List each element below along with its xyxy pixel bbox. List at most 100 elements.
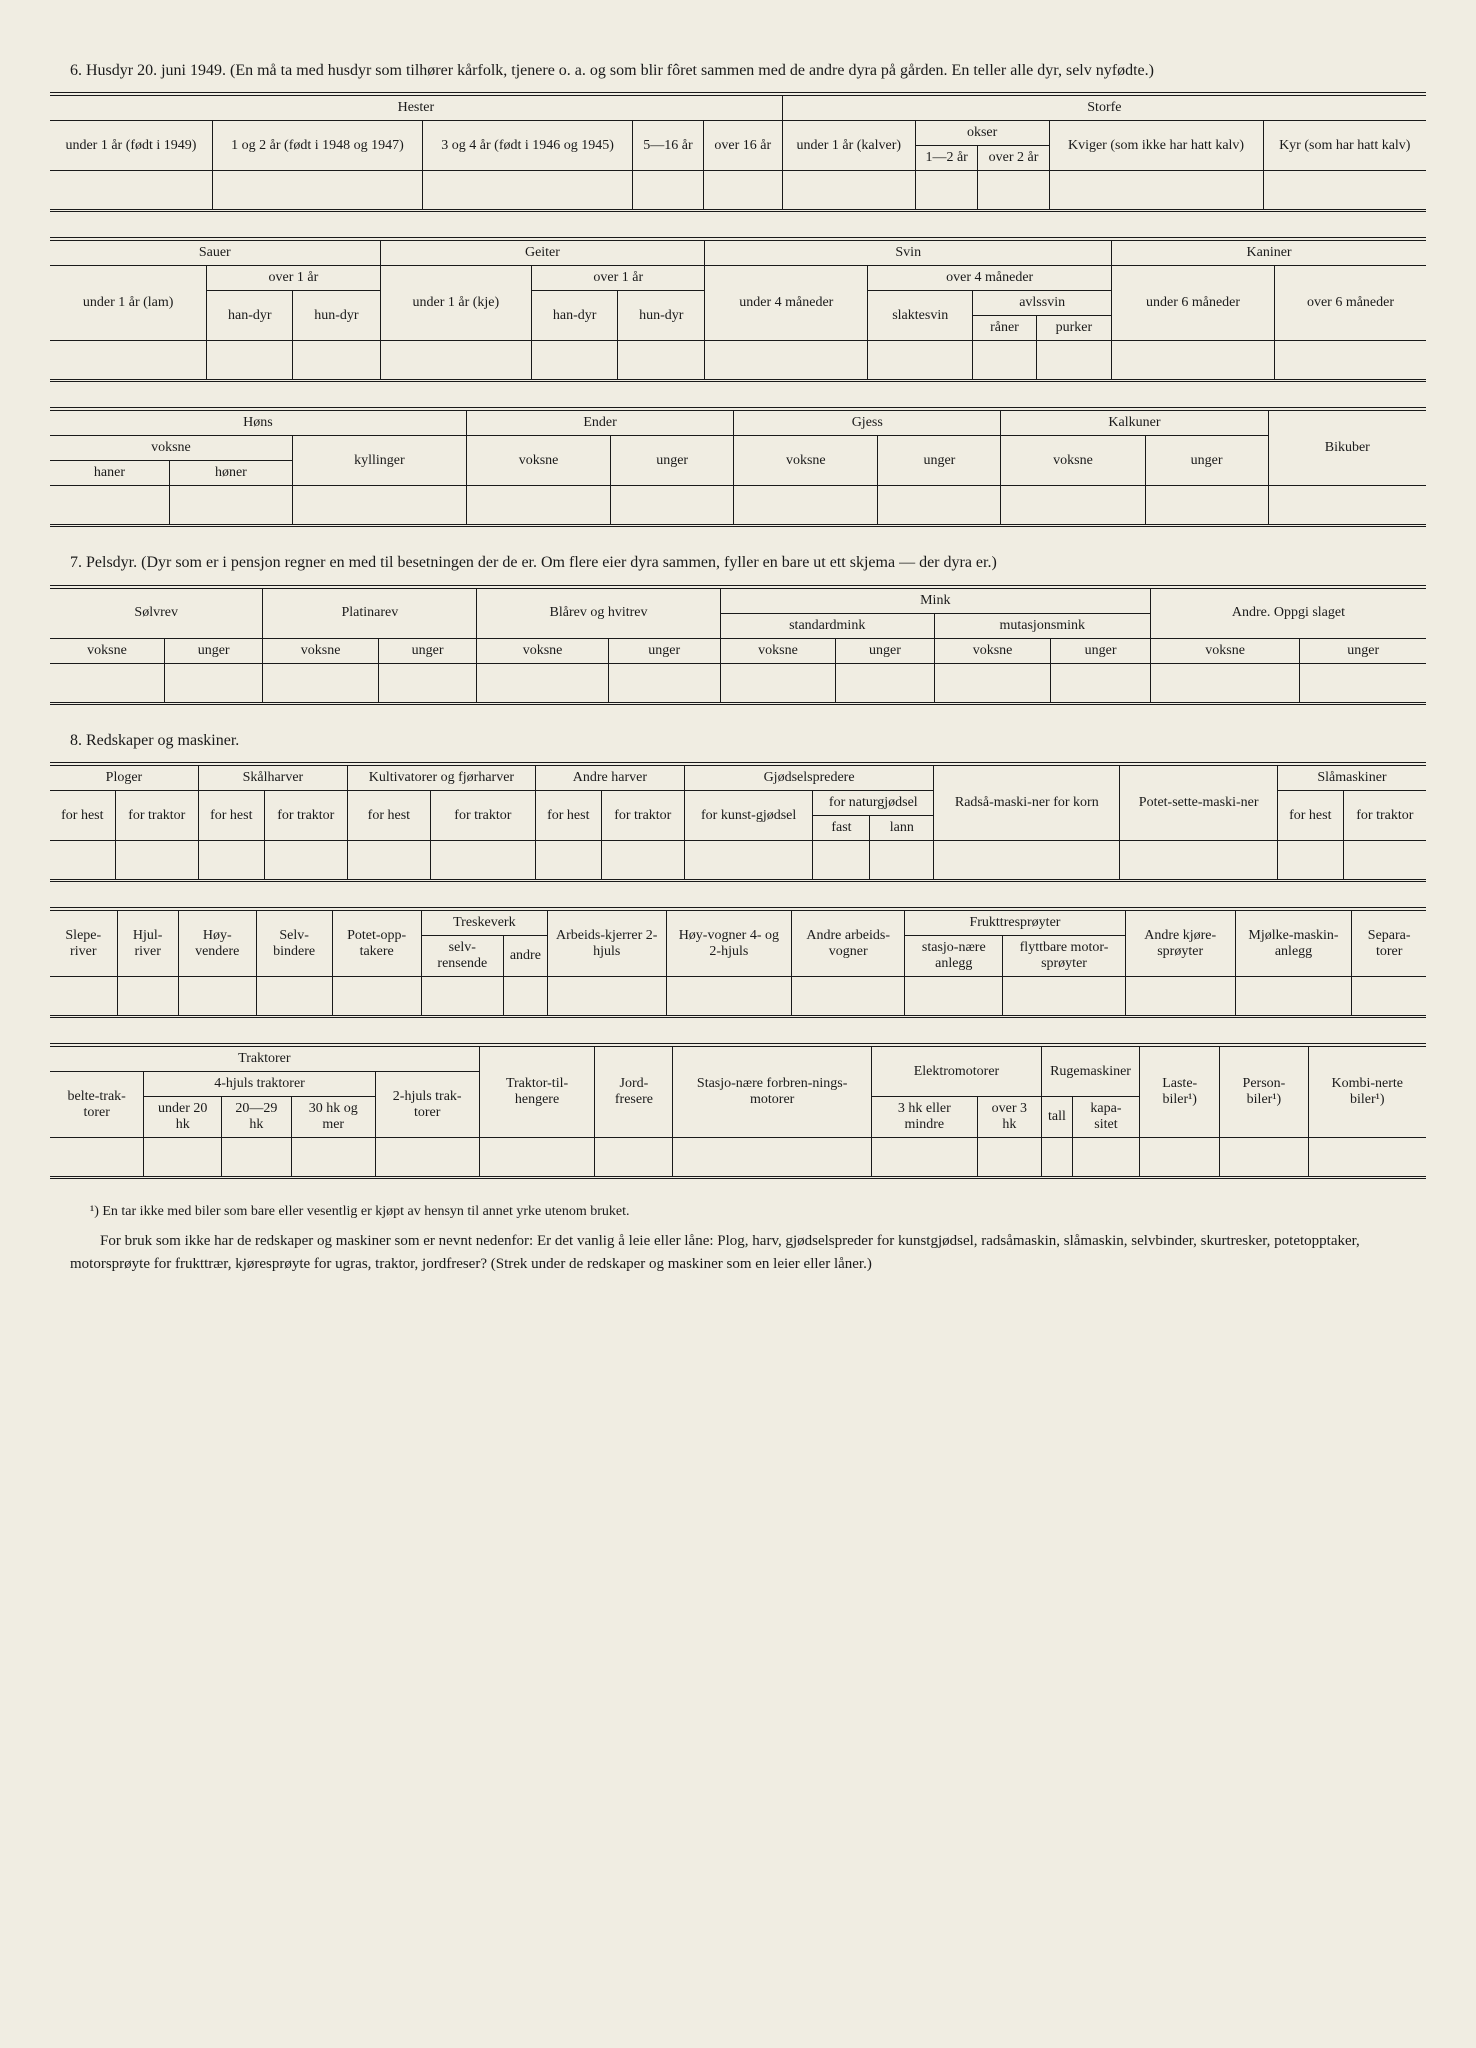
- cell: [1051, 663, 1150, 703]
- mjolke: Mjølke-maskin-anlegg: [1235, 909, 1352, 977]
- blarev-label: Blårev og hvitrev: [477, 587, 720, 639]
- voksne: voksne: [1150, 638, 1300, 663]
- cell: [782, 171, 915, 211]
- footnote: ¹) En tar ikke med biler som bare eller …: [90, 1204, 1426, 1220]
- table-pelsdyr: Sølvrev Platinarev Blårev og hvitrev Min…: [50, 585, 1426, 705]
- geiter-col1: hun-dyr: [618, 291, 705, 341]
- cell: [1145, 486, 1268, 526]
- ender-label: Ender: [466, 409, 733, 436]
- kaniner-col1: over 6 måneder: [1274, 266, 1426, 341]
- tall: tall: [1042, 1097, 1073, 1138]
- fruktsproyter: Frukttresprøyter: [905, 909, 1125, 936]
- cell: [1277, 841, 1343, 881]
- cell: [1003, 977, 1125, 1017]
- svin-col0: råner: [973, 316, 1037, 341]
- cell: [292, 486, 466, 526]
- andrearbeids: Andre arbeids-vogner: [792, 909, 905, 977]
- cell: [868, 341, 973, 381]
- cell: [50, 841, 115, 881]
- cell: [1049, 171, 1263, 211]
- stasjonare: Stasjo-nære forbren-nings-motorer: [673, 1045, 871, 1138]
- cell: [1150, 663, 1300, 703]
- unger: unger: [1300, 638, 1426, 663]
- storfe-label: Storfe: [782, 94, 1426, 121]
- bikuber-label: Bikuber: [1268, 409, 1426, 486]
- cell: [1343, 841, 1426, 881]
- forhest: for hest: [535, 791, 601, 841]
- sauer-col0: han-dyr: [207, 291, 293, 341]
- voksne: voksne: [477, 638, 608, 663]
- cell: [169, 486, 292, 526]
- cell: [1263, 171, 1426, 211]
- unger: unger: [378, 638, 476, 663]
- cell: [115, 841, 198, 881]
- unger: unger: [164, 638, 262, 663]
- cell: [421, 977, 503, 1017]
- cell: [50, 341, 207, 381]
- solvrev-label: Sølvrev: [50, 587, 263, 639]
- cell: [684, 841, 813, 881]
- elektro: Elektromotorer: [871, 1045, 1041, 1097]
- ploger: Ploger: [50, 764, 198, 791]
- cell: [50, 171, 212, 211]
- voksne: voksne: [263, 638, 379, 663]
- voksne: voksne: [720, 638, 836, 663]
- cell: [1042, 1138, 1073, 1178]
- platinarev-label: Platinarev: [263, 587, 477, 639]
- cell: [915, 171, 978, 211]
- kultivatorer: Kultivatorer og fjørharver: [347, 764, 535, 791]
- standardmink-label: standardmink: [720, 613, 934, 638]
- storfe-kyr: Kyr (som har hatt kalv): [1263, 121, 1426, 171]
- cell: [532, 341, 618, 381]
- cell: [973, 341, 1037, 381]
- hester-col0: under 1 år (født i 1949): [50, 121, 212, 171]
- cell: [813, 841, 870, 881]
- cell: [905, 977, 1003, 1017]
- geiter-label: Geiter: [380, 239, 705, 266]
- footer-text: For bruk som ikke har de redskaper og ma…: [70, 1230, 1406, 1275]
- cell: [601, 841, 684, 881]
- separa: Separa-torer: [1352, 909, 1426, 977]
- kombinerte: Kombi-nerte biler¹): [1308, 1045, 1426, 1138]
- cell: [977, 1138, 1041, 1178]
- kalkuner-col0: voksne: [1001, 436, 1145, 486]
- cell: [1268, 486, 1426, 526]
- table-redskaper-1: Ploger Skålharver Kultivatorer og fjørha…: [50, 762, 1426, 882]
- cell: [178, 977, 256, 1017]
- cell: [1120, 841, 1278, 881]
- cell: [378, 663, 476, 703]
- cell: [1235, 977, 1352, 1017]
- forhest: for hest: [198, 791, 264, 841]
- cell: [836, 663, 934, 703]
- cell: [222, 1138, 292, 1178]
- sleperiver: Slepe-river: [50, 909, 117, 977]
- slamaskiner: Slåmaskiner: [1277, 764, 1426, 791]
- fortraktor: for traktor: [1343, 791, 1426, 841]
- cell: [535, 841, 601, 881]
- svin-col1: purker: [1036, 316, 1111, 341]
- svin-slaktesvin: slaktesvin: [868, 291, 973, 341]
- cell: [1274, 341, 1426, 381]
- potetopp: Potet-opp-takere: [332, 909, 421, 977]
- gjodsel: Gjødselspredere: [684, 764, 933, 791]
- section8-title: 8. Redskaper og maskiner.: [70, 730, 1426, 752]
- kaniner-col0: under 6 måneder: [1112, 266, 1275, 341]
- fortraktor: for traktor: [115, 791, 198, 841]
- cell: [332, 977, 421, 1017]
- geiter-under1: under 1 år (kje): [380, 266, 532, 341]
- r2029: 20—29 hk: [222, 1097, 292, 1138]
- hester-col3: 5—16 år: [633, 121, 704, 171]
- cell: [633, 171, 704, 211]
- fortraktor: for traktor: [430, 791, 535, 841]
- cell: [164, 663, 262, 703]
- hjulriver: Hjul-river: [117, 909, 178, 977]
- skalharver: Skålharver: [198, 764, 347, 791]
- cell: [380, 341, 532, 381]
- cell: [423, 171, 633, 211]
- hons-col1: høner: [169, 461, 292, 486]
- storfe-under1: under 1 år (kalver): [782, 121, 915, 171]
- hester-label: Hester: [50, 94, 782, 121]
- personbiler: Person-biler¹): [1220, 1045, 1308, 1138]
- cell: [291, 1138, 375, 1178]
- traktorer: Traktorer: [50, 1045, 479, 1072]
